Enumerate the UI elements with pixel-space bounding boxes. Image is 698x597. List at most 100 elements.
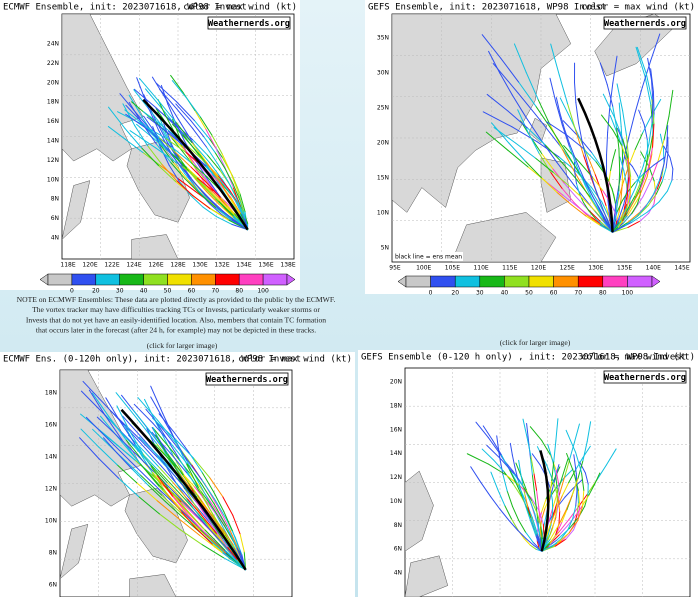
track (158, 100, 177, 123)
track (197, 185, 212, 201)
track (175, 103, 192, 121)
track (552, 515, 557, 529)
track (203, 136, 216, 154)
colorbar-box (95, 273, 120, 286)
track (568, 145, 578, 167)
track (230, 171, 239, 192)
track (218, 204, 234, 218)
track (511, 126, 538, 143)
colorbar-label: 50 (164, 288, 172, 295)
track (231, 530, 241, 551)
track (644, 76, 652, 106)
map-layer (62, 14, 294, 259)
land (131, 234, 179, 259)
track (647, 146, 654, 171)
track (627, 220, 641, 228)
track (213, 508, 225, 527)
track (134, 443, 152, 467)
track (658, 190, 668, 203)
colorbar-label: 60 (550, 290, 558, 297)
track (131, 468, 149, 486)
track (204, 529, 226, 551)
track (164, 501, 185, 519)
track (191, 142, 207, 163)
color-note: color = max wind (kt) (581, 3, 695, 13)
track (204, 165, 220, 182)
track (189, 472, 205, 494)
track (618, 102, 622, 127)
track (504, 505, 512, 520)
track (518, 81, 537, 107)
track (556, 521, 563, 533)
track (158, 513, 181, 531)
track (648, 166, 655, 182)
track (490, 471, 499, 491)
track (638, 169, 649, 193)
click-label[interactable]: (click for larger image) (147, 341, 218, 350)
land (405, 470, 434, 552)
track (591, 176, 604, 191)
track (215, 535, 232, 554)
track (205, 186, 219, 201)
track (631, 165, 639, 177)
track (210, 514, 225, 535)
track (209, 203, 223, 216)
track (218, 507, 230, 530)
track (586, 192, 601, 215)
track (129, 130, 156, 149)
track (232, 183, 241, 200)
click-label[interactable]: (click for larger image) (500, 338, 571, 347)
track (625, 134, 629, 158)
track (563, 128, 571, 146)
watermark: Weathernerds.org (206, 375, 288, 385)
lon-label: 125E (560, 265, 575, 272)
land (405, 555, 449, 597)
track (643, 124, 648, 140)
track (151, 76, 168, 101)
track (205, 128, 217, 149)
lat-label: 16N (47, 118, 59, 125)
colorbar-box (528, 275, 554, 288)
track (174, 432, 190, 454)
track (107, 438, 130, 461)
track (140, 147, 159, 167)
track (588, 186, 601, 205)
track (499, 508, 510, 521)
track (186, 98, 201, 118)
track (646, 138, 649, 155)
colorbar-cap (651, 275, 661, 288)
track (550, 43, 560, 76)
track (575, 129, 585, 156)
watermark: Weathernerds.org (208, 19, 290, 29)
track (669, 157, 674, 170)
track (575, 451, 582, 473)
track (521, 492, 527, 508)
track (564, 458, 571, 477)
track (585, 215, 600, 226)
track (125, 139, 144, 154)
lat-label: 14N (390, 450, 402, 457)
track (567, 103, 577, 131)
track (665, 152, 669, 169)
track (190, 144, 208, 164)
track (584, 472, 589, 485)
track (170, 154, 186, 172)
track (623, 213, 633, 224)
track (151, 471, 167, 494)
track (155, 434, 170, 459)
track (539, 119, 560, 146)
colorbar-box (262, 273, 288, 286)
track (181, 483, 199, 505)
track (605, 448, 617, 466)
track (579, 461, 586, 474)
track (540, 177, 558, 193)
track (525, 506, 532, 522)
track (216, 216, 232, 225)
track (659, 133, 664, 150)
track (530, 455, 535, 474)
track (577, 505, 584, 522)
track (560, 529, 569, 540)
track (608, 170, 612, 182)
track (499, 72, 513, 96)
